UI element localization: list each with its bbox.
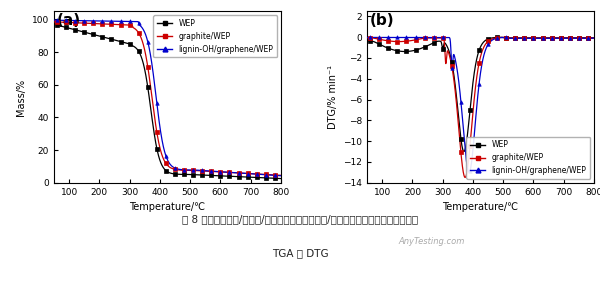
Text: (b): (b) [370, 13, 394, 28]
Text: (a): (a) [56, 13, 80, 28]
Legend: WEP, graphite/WEP, lignin-OH/graphene/WEP: WEP, graphite/WEP, lignin-OH/graphene/WE… [466, 137, 590, 179]
Text: 图 8 羟基化木质素/石墨烯/水性环氧树脂、石墨烯/水性环氧树脂和水性环氧树脂的: 图 8 羟基化木质素/石墨烯/水性环氧树脂、石墨烯/水性环氧树脂和水性环氧树脂的 [182, 214, 418, 224]
Y-axis label: DTG/% min⁻¹: DTG/% min⁻¹ [328, 65, 338, 129]
X-axis label: Temperature/℃: Temperature/℃ [130, 202, 206, 212]
Text: TGA 和 DTG: TGA 和 DTG [272, 248, 328, 258]
Text: AnyTesting.com: AnyTesting.com [399, 237, 465, 246]
X-axis label: Temperature/℃: Temperature/℃ [442, 202, 518, 212]
Legend: WEP, graphite/WEP, lignin-OH/graphene/WEP: WEP, graphite/WEP, lignin-OH/graphene/WE… [153, 15, 277, 57]
Y-axis label: Mass/%: Mass/% [16, 78, 26, 115]
